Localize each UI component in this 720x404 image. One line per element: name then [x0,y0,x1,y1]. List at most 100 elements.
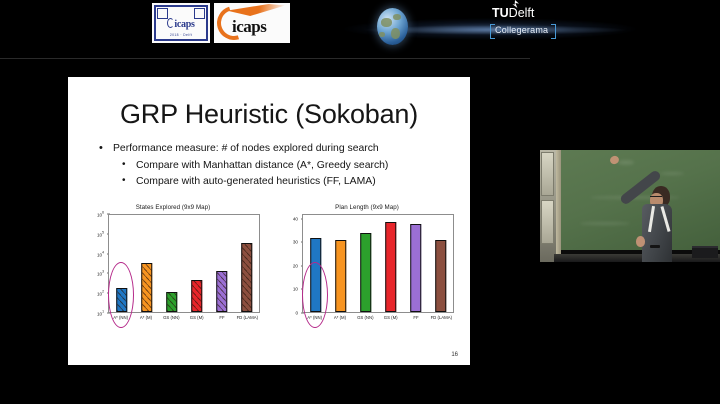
chalkboard-ledge [554,254,720,262]
slide-number: 16 [451,352,458,358]
bar-hatch-pattern [141,264,152,311]
chalkboard [560,150,720,250]
icaps-crest-wordmark: icaps [156,18,206,30]
x-axis-tick-label: A* (NN) [113,315,129,320]
bullet-level2: Compare with Manhattan distance (A*, Gre… [96,159,454,171]
presenter-watch [650,245,660,248]
y-axis-tick-label: 40 [292,216,298,222]
x-axis-tick-label: FD (LAMA) [236,315,259,320]
bar [359,233,372,312]
bar-slot [428,215,453,312]
chart-title: Plan Length (9x9 Map) [335,204,399,211]
bar-hatch-pattern [166,293,177,311]
window-wall [540,150,556,262]
icaps-crest-year: 2018 · Delft [169,33,193,37]
bar [384,221,397,312]
banner-light-sweep-core [330,22,660,38]
x-axis-tick-label: FF [219,315,225,320]
y-axis-tick-label: 10 [292,286,298,292]
chalkboard-frame [554,150,561,254]
icaps-c-swirl-icon [167,18,175,28]
bar [165,292,178,312]
tu-delft-prefix: TU [492,6,509,20]
x-axis-tick-label: GS (M) [189,315,204,320]
bar-hatch-pattern [241,244,252,311]
plan-length-chart: Plan Length (9x9 Map) 40 30 20 10 0 A* (NN) A… [276,204,458,330]
x-axis-tick-label: GS (NN) [163,315,180,320]
x-axis-tick-label: GS (M) [383,315,398,320]
presentation-slide: GRP Heuristic (Sokoban) Performance meas… [68,77,470,365]
x-axis-tick-label: A* (M) [139,315,153,320]
presenter-video[interactable] [530,140,720,270]
bar [115,287,128,312]
bar-slot [403,215,428,312]
presenter-glasses [650,196,662,199]
bar-slot [303,215,328,312]
collegerama-wordmark: Collegerama [495,25,549,35]
bar [334,240,347,312]
presenter-torso [642,204,672,262]
y-axis-tick-label: 103 [96,270,104,277]
bar [140,263,153,312]
x-axis-labels: A* (NN) A* (M) GS (NN) GS (M) FF FD (LAMA) [108,314,260,330]
presenter-lower-hand [636,236,645,247]
bar-slot [159,215,184,312]
y-axis-tick-label: 102 [96,289,104,297]
tu-delft-flame-icon [512,0,519,8]
collegerama-logo: Collegerama [490,24,556,40]
states-explored-chart: States Explored (9x9 Map) 106 105 104 103 10… [82,204,264,330]
chart-title: States Explored (9x9 Map) [135,204,211,211]
bar [309,238,322,312]
bar-slot [134,215,159,312]
y-axis-tick-label: 0 [295,310,298,316]
collegerama-bracket-left-icon [490,24,495,39]
slide-title: GRP Heuristic (Sokoban) [119,99,419,129]
presenter-video-frame [540,150,720,262]
collegerama-bracket-right-icon [551,24,556,39]
tu-delft-logo: TUDelft [492,0,556,20]
x-axis-tick-label: FF [413,315,419,320]
bar-hatch-pattern [191,280,202,311]
bar-slot [328,215,353,312]
bar-group [303,215,453,312]
bar-slot [353,215,378,312]
charts-row: States Explored (9x9 Map) 106 105 104 103 10… [76,204,462,332]
y-axis-tick-label: 30 [292,239,298,245]
bar [434,240,447,312]
y-axis-tick-label: 20 [292,263,298,269]
y-axis-tick-label: 104 [96,250,104,257]
x-axis-tick-label: A* (M) [333,315,347,320]
bar-slot [209,215,234,312]
icaps-swoosh-wordmark: icaps [232,17,267,36]
bar-slot [234,215,259,312]
bullet-level2: Compare with auto-generated heuristics (… [96,175,454,187]
bar-hatch-pattern [216,271,227,311]
bullet-level1: Performance measure: # of nodes explored… [96,142,454,154]
icaps-crest-logo: icaps 2018 · Delft [152,3,210,43]
bar-hatch-pattern [116,288,127,311]
bar-slot [109,215,134,312]
laptop [692,246,718,258]
globe-icon [377,8,408,45]
slide-stage: GRP Heuristic (Sokoban) Performance meas… [0,58,530,404]
plot-area [302,214,454,313]
tu-delft-suffix: Delft [508,6,535,20]
x-axis-tick-label: FD (LAMA) [430,315,453,320]
bar [190,279,203,312]
y-axis-tick-label: 106 [96,210,104,218]
y-axis-log: 106 105 104 103 102 101 [82,210,110,316]
slide-bullet-list: Performance measure: # of nodes explored… [96,142,454,192]
bar-slot [184,215,209,312]
x-axis-tick-label: A* (NN) [307,315,323,320]
y-axis-linear: 40 30 20 10 0 [276,214,304,316]
bar-slot [378,215,403,312]
bar [215,270,228,312]
bar-group [109,215,259,312]
bar [240,243,253,312]
y-axis-tick-label: 105 [96,230,104,238]
icaps-swoosh-logo: icaps [214,3,290,43]
x-axis-tick-label: GS (NN) [357,315,374,320]
conference-banner: icaps 2018 · Delft icaps TUDelft College… [0,0,720,58]
bar [409,224,422,312]
